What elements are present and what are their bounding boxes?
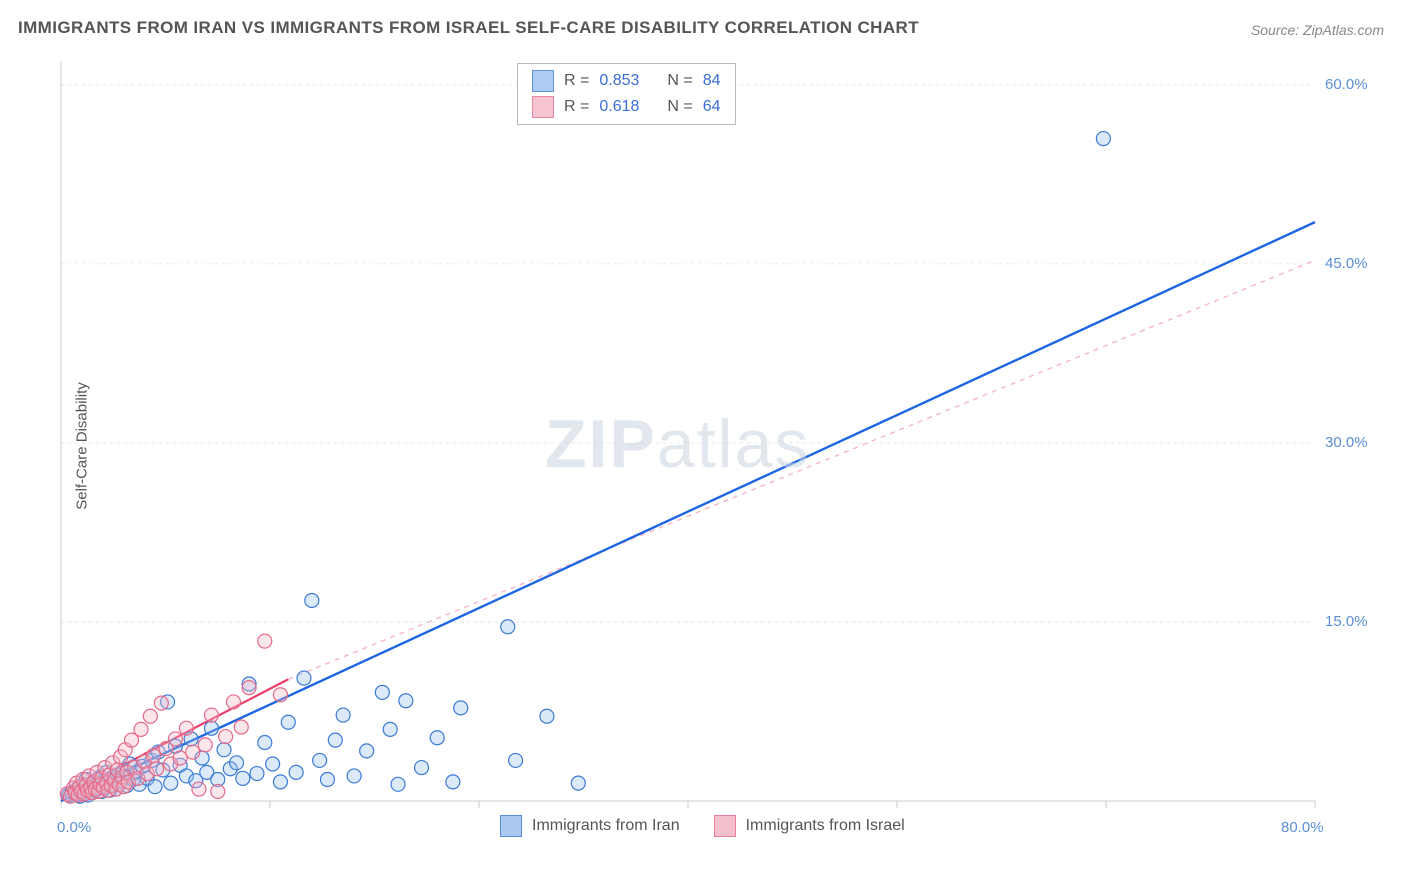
stats-legend-row: R = 0.853 N = 84	[518, 68, 735, 94]
scatter-point	[204, 721, 218, 735]
scatter-point	[415, 761, 429, 775]
scatter-point	[297, 671, 311, 685]
scatter-point	[217, 743, 231, 757]
correlation-stats-legend: R = 0.853 N = 84 R = 0.618 N = 64	[517, 63, 736, 125]
scatter-plot-svg	[55, 55, 1375, 835]
x-tick-label: 80.0%	[1281, 819, 1324, 836]
stats-legend-row: R = 0.618 N = 64	[518, 94, 735, 120]
scatter-point	[226, 695, 240, 709]
scatter-point	[168, 732, 182, 746]
scatter-point	[134, 722, 148, 736]
r-label: R =	[564, 98, 589, 116]
scatter-point	[250, 767, 264, 781]
scatter-point	[383, 722, 397, 736]
scatter-point	[266, 757, 280, 771]
legend-series-label: Immigrants from Israel	[746, 817, 905, 835]
scatter-point	[211, 784, 225, 798]
scatter-point	[360, 744, 374, 758]
legend-swatch	[532, 96, 554, 118]
scatter-point	[540, 709, 554, 723]
scatter-point	[347, 769, 361, 783]
scatter-point	[258, 634, 272, 648]
n-label: N =	[667, 72, 692, 90]
scatter-point	[430, 731, 444, 745]
y-tick-label: 45.0%	[1325, 255, 1368, 272]
scatter-point	[198, 738, 212, 752]
series-legend: Immigrants from Iran Immigrants from Isra…	[500, 815, 929, 837]
r-label: R =	[564, 72, 589, 90]
y-tick-label: 30.0%	[1325, 434, 1368, 451]
scatter-point	[375, 685, 389, 699]
y-tick-label: 15.0%	[1325, 613, 1368, 630]
legend-swatch	[500, 815, 522, 837]
scatter-point	[236, 771, 250, 785]
scatter-point	[230, 756, 244, 770]
n-value: 84	[703, 72, 721, 90]
scatter-point	[148, 780, 162, 794]
scatter-point	[242, 681, 256, 695]
scatter-point	[281, 715, 295, 729]
scatter-point	[501, 620, 515, 634]
scatter-point	[328, 733, 342, 747]
scatter-point	[273, 775, 287, 789]
y-tick-label: 60.0%	[1325, 76, 1368, 93]
scatter-point	[313, 753, 327, 767]
scatter-point	[446, 775, 460, 789]
scatter-point	[173, 751, 187, 765]
source-prefix: Source:	[1251, 22, 1303, 38]
scatter-point	[219, 730, 233, 744]
scatter-point	[204, 708, 218, 722]
legend-series-label: Immigrants from Iran	[532, 817, 680, 835]
scatter-point	[179, 721, 193, 735]
x-tick-label: 0.0%	[57, 819, 91, 836]
source-name: ZipAtlas.com	[1303, 22, 1384, 38]
scatter-point	[146, 749, 160, 763]
scatter-point	[509, 753, 523, 767]
scatter-point	[571, 776, 585, 790]
scatter-point	[186, 745, 200, 759]
scatter-point	[234, 720, 248, 734]
scatter-point	[143, 709, 157, 723]
scatter-point	[150, 762, 164, 776]
scatter-point	[320, 773, 334, 787]
n-value: 64	[703, 98, 721, 116]
plot-area: ZIPatlas R =0.853N =84R =0.618N =64	[55, 55, 1375, 835]
scatter-point	[258, 736, 272, 750]
source-attribution: Source: ZipAtlas.com	[1251, 22, 1384, 38]
r-value: 0.853	[599, 72, 639, 90]
scatter-point	[192, 782, 206, 796]
n-label: N =	[667, 98, 692, 116]
legend-swatch	[532, 70, 554, 92]
scatter-point	[305, 593, 319, 607]
scatter-point	[454, 701, 468, 715]
scatter-point	[399, 694, 413, 708]
scatter-point	[391, 777, 405, 791]
scatter-point	[273, 688, 287, 702]
scatter-point	[1096, 132, 1110, 146]
scatter-point	[154, 696, 168, 710]
legend-swatch	[714, 815, 736, 837]
chart-title: IMMIGRANTS FROM IRAN VS IMMIGRANTS FROM …	[18, 18, 919, 38]
scatter-point	[289, 765, 303, 779]
r-value: 0.618	[599, 98, 639, 116]
scatter-point	[336, 708, 350, 722]
chart-container: IMMIGRANTS FROM IRAN VS IMMIGRANTS FROM …	[0, 0, 1406, 892]
scatter-point	[164, 776, 178, 790]
